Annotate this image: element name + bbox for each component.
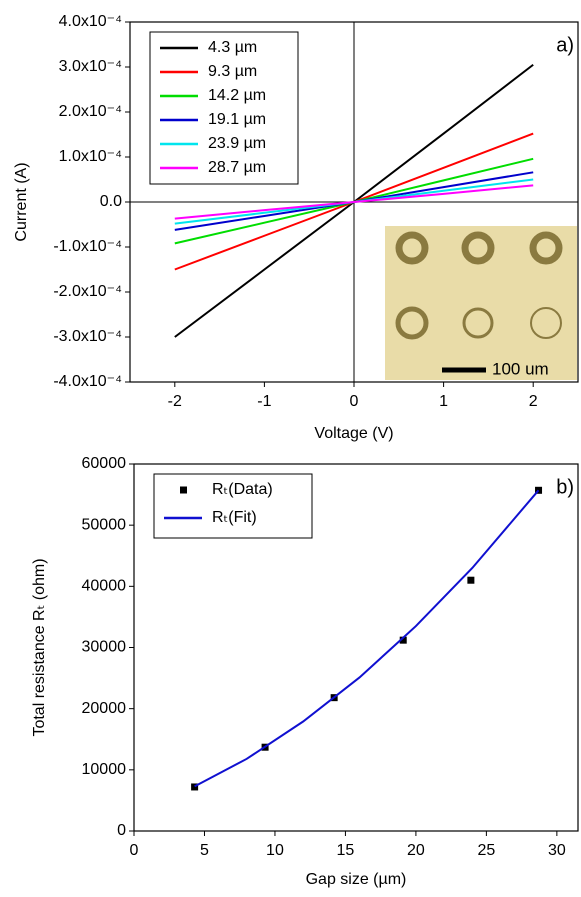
legend-label: 4.3 µm xyxy=(208,39,257,56)
legend-label: Rₜ(Fit) xyxy=(212,509,257,526)
legend-label: Rₜ(Data) xyxy=(212,481,273,498)
y-tick-label: 30000 xyxy=(82,639,127,656)
panel-label: a) xyxy=(556,34,574,56)
inset-photo xyxy=(385,226,577,380)
y-tick-label: 0.0 xyxy=(100,193,122,210)
series-line xyxy=(194,489,540,788)
legend-label: 19.1 µm xyxy=(208,111,266,128)
y-tick-label: -2.0x10⁻⁴ xyxy=(53,283,122,300)
x-tick-label: 25 xyxy=(477,842,495,859)
legend-label: 14.2 µm xyxy=(208,87,266,104)
x-tick-label: 0 xyxy=(350,393,359,410)
legend-box xyxy=(153,473,313,539)
y-axis-title: Current (A) xyxy=(13,162,30,241)
legend-label: 9.3 µm xyxy=(208,63,257,80)
y-tick-label: 60000 xyxy=(82,455,127,472)
panel-label: b) xyxy=(556,476,574,498)
y-axis-title: Total resistance Rₜ (ohm) xyxy=(31,558,48,736)
x-tick-label: 0 xyxy=(130,842,139,859)
data-point xyxy=(191,783,199,791)
series-line xyxy=(174,184,534,220)
x-tick-label: 20 xyxy=(407,842,425,859)
data-point xyxy=(467,576,475,584)
y-tick-label: -4.0x10⁻⁴ xyxy=(53,373,122,390)
x-tick-label: 10 xyxy=(266,842,284,859)
x-tick-label: -1 xyxy=(257,393,271,410)
y-tick-label: -3.0x10⁻⁴ xyxy=(53,328,122,345)
x-tick-label: -2 xyxy=(168,393,182,410)
x-tick-label: 30 xyxy=(548,842,566,859)
y-tick-label: 50000 xyxy=(82,516,127,533)
data-point xyxy=(399,636,407,644)
legend-swatch xyxy=(180,486,187,494)
x-axis-title: Voltage (V) xyxy=(314,425,393,442)
y-tick-label: -1.0x10⁻⁴ xyxy=(53,238,122,255)
y-tick-label: 0 xyxy=(117,822,126,839)
y-tick-label: 10000 xyxy=(82,761,127,778)
y-tick-label: 40000 xyxy=(82,578,127,595)
x-tick-label: 1 xyxy=(439,393,448,410)
legend-label: 28.7 µm xyxy=(208,159,266,176)
y-tick-label: 3.0x10⁻⁴ xyxy=(59,58,122,75)
x-tick-label: 2 xyxy=(529,393,538,410)
legend-label: 23.9 µm xyxy=(208,135,266,152)
inset-rings xyxy=(395,231,563,340)
y-tick-label: 20000 xyxy=(82,700,127,717)
x-tick-label: 15 xyxy=(337,842,355,859)
x-axis-title: Gap size (µm) xyxy=(306,871,407,888)
y-tick-label: 1.0x10⁻⁴ xyxy=(59,148,122,165)
y-tick-label: 4.0x10⁻⁴ xyxy=(59,13,122,30)
x-tick-label: 5 xyxy=(200,842,209,859)
legend-box xyxy=(149,31,299,185)
inset-label: 100 um xyxy=(492,359,549,378)
inset-background xyxy=(385,226,577,380)
y-tick-label: 2.0x10⁻⁴ xyxy=(59,103,122,120)
